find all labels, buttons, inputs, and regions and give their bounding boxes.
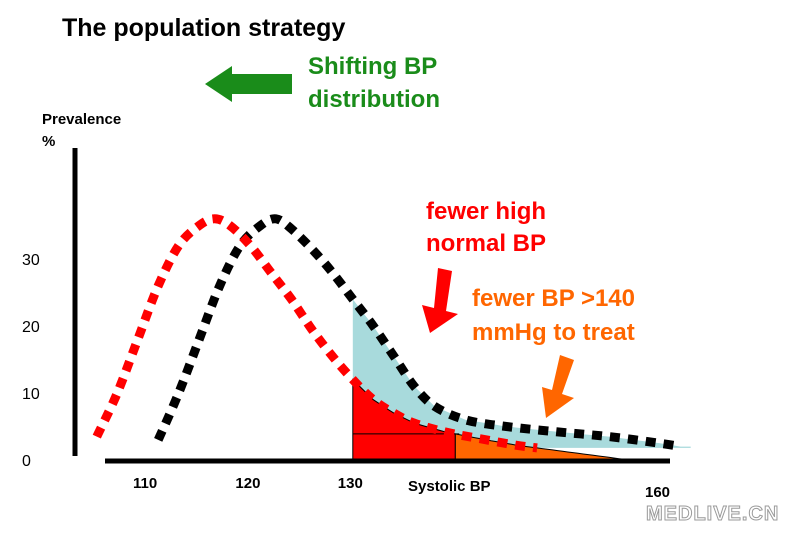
high-normal-label-line2: normal BP [426,230,546,257]
x-tick-labels: 110 120 130 160 [133,475,670,501]
y-tick-label: 0 [22,453,31,470]
x-tick-label: 130 [338,475,363,492]
series-curves [92,214,682,453]
x-tick-label: 160 [645,484,670,501]
y-tick-label: 20 [22,319,40,336]
treat-arrow-icon [542,355,574,418]
treat-label-line1: fewer BP >140 [472,285,635,312]
shift-area [352,299,691,460]
y-tick-labels: 30 20 10 0 [22,252,40,470]
high-normal-arrow-icon [422,268,458,333]
original-distribution-curve [154,214,682,452]
y-axis-unit: % [42,133,55,150]
shift-label-line1: Shifting BP [308,53,437,80]
y-tick-label: 10 [22,386,40,403]
watermark-logo: MEDLIVE.CN [646,503,779,525]
treat-label-line2: mmHg to treat [472,319,635,346]
y-tick-label: 30 [22,252,40,269]
x-axis-label: Systolic BP [408,478,491,495]
x-tick-label: 120 [235,475,260,492]
high-normal-label-line1: fewer high [426,198,546,225]
shift-label-line2: distribution [308,86,440,113]
chart-title: The population strategy [62,14,345,42]
x-tick-label: 110 [133,475,157,492]
y-axis-label: Prevalence [42,111,121,128]
shifted-distribution-curve [92,214,538,453]
shift-arrow-icon [205,66,292,102]
